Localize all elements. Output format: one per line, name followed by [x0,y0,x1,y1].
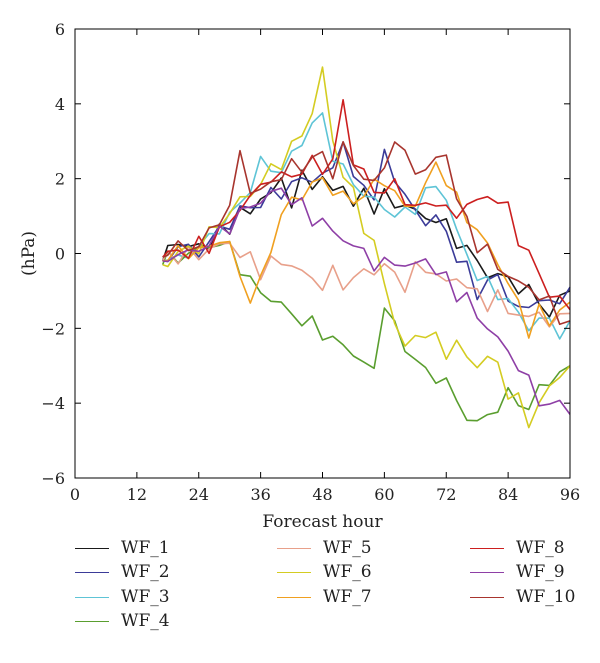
y-tick-label: 6 [55,20,65,39]
x-axis: 0 12 24 36 48 60 72 84 96 [70,29,580,504]
series-line-wf-8 [162,99,571,311]
y-tick-label: 0 [55,245,65,264]
series-line-wf-9 [162,187,571,415]
y-tick-label: −6 [41,469,65,488]
x-tick-label: 48 [312,485,332,504]
x-axis-label: Forecast hour [262,512,383,532]
series-line-wf-2 [162,141,571,309]
plot-lines [161,66,571,429]
y-tick-label: 2 [55,170,65,189]
series-line-wf-4 [161,240,571,422]
y-axis-label: (hPa) [19,231,39,276]
x-tick-label: 96 [560,485,580,504]
y-axis: −6 −4 −2 0 2 4 6 [41,20,570,488]
x-tick-label: 36 [250,485,270,504]
y-tick-label: 4 [55,95,65,114]
series-line-wf-6 [162,66,571,429]
y-tick-label: −2 [41,319,65,338]
x-tick-label: 72 [436,485,456,504]
series-line-wf-3 [162,112,571,340]
x-tick-label: 84 [498,485,518,504]
series-line-wf-10 [162,141,571,326]
plot-frame [74,28,571,479]
x-tick-label: 0 [70,485,80,504]
x-tick-label: 60 [374,485,394,504]
series-line-wf-5 [161,242,571,328]
y-tick-label: −4 [41,394,65,413]
x-tick-label: 24 [189,485,209,504]
x-tick-label: 12 [127,485,147,504]
